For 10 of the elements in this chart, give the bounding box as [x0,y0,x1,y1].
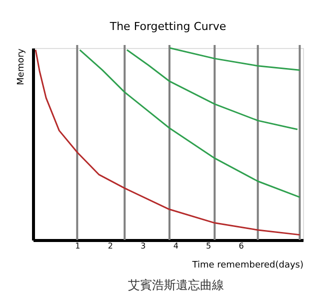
y-axis-title: Memory [16,48,26,86]
x-tick-label: 5 [206,242,212,250]
x-tick-label: 2 [108,242,113,250]
x-axis-title: Time remembered(days) [191,260,304,270]
x-tick-label: 6 [238,242,244,250]
chart-title: The Forgetting Curve [108,20,226,33]
text: 艾賓浩斯遺忘曲線 [128,278,224,292]
x-tick-label: 3 [140,242,146,250]
x-tick-label: 1 [75,242,80,250]
x-tick-label: 4 [173,242,178,250]
